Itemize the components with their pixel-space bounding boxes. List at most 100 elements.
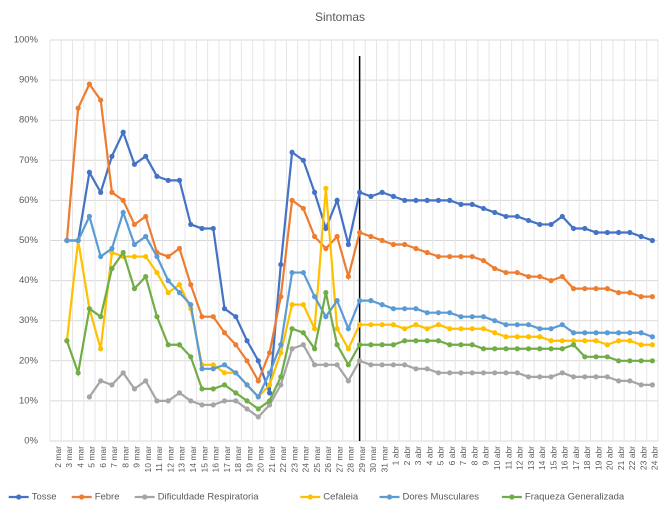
x-tick-label: 8 mar bbox=[120, 446, 130, 468]
point bbox=[199, 386, 205, 392]
point bbox=[176, 282, 183, 288]
point bbox=[368, 362, 374, 368]
point bbox=[255, 358, 261, 364]
x-tick-label: 20 mar bbox=[256, 446, 266, 473]
point bbox=[638, 342, 644, 348]
point bbox=[582, 338, 588, 344]
point bbox=[627, 330, 633, 336]
x-tick-label: 10 mar bbox=[143, 446, 153, 473]
point bbox=[154, 398, 160, 404]
point bbox=[311, 233, 318, 240]
point bbox=[233, 314, 239, 320]
point bbox=[210, 366, 216, 372]
point bbox=[638, 330, 644, 336]
point bbox=[570, 286, 577, 292]
point bbox=[266, 350, 273, 356]
x-tick-label: 13 mar bbox=[177, 446, 187, 473]
point bbox=[165, 342, 171, 348]
legend-marker bbox=[307, 494, 313, 500]
point bbox=[649, 382, 655, 388]
point bbox=[255, 414, 261, 420]
point bbox=[570, 374, 577, 380]
point bbox=[188, 302, 194, 308]
point bbox=[638, 382, 644, 388]
point bbox=[615, 358, 622, 364]
point bbox=[334, 362, 340, 368]
point bbox=[582, 225, 588, 232]
point bbox=[525, 322, 532, 328]
point bbox=[143, 233, 149, 240]
point bbox=[537, 374, 543, 380]
point bbox=[480, 314, 487, 320]
point bbox=[390, 241, 397, 248]
point bbox=[402, 241, 408, 248]
point bbox=[278, 342, 284, 348]
x-tick-label: 19 mar bbox=[244, 446, 254, 473]
point bbox=[98, 189, 104, 195]
point bbox=[582, 286, 588, 292]
point bbox=[492, 265, 498, 272]
point bbox=[131, 241, 138, 248]
point bbox=[480, 257, 487, 264]
x-tick-label: 12 abr bbox=[515, 446, 525, 470]
point bbox=[435, 310, 442, 316]
point bbox=[402, 197, 408, 203]
point bbox=[278, 382, 284, 388]
point bbox=[492, 330, 498, 336]
point bbox=[233, 398, 239, 404]
legend-label: Fraqueza Generalizada bbox=[525, 492, 625, 503]
y-tick-label: 100% bbox=[14, 35, 39, 46]
point bbox=[334, 342, 340, 348]
point bbox=[357, 189, 363, 195]
x-tick-label: 9 abr bbox=[481, 446, 491, 466]
point bbox=[311, 189, 318, 195]
x-tick-label: 6 abr bbox=[447, 446, 457, 466]
x-tick-label: 3 abr bbox=[413, 446, 423, 466]
point bbox=[548, 346, 554, 352]
point bbox=[143, 378, 149, 384]
point bbox=[458, 253, 464, 260]
x-tick-label: 21 abr bbox=[616, 446, 626, 470]
point bbox=[604, 342, 610, 348]
x-tick-label: 5 mar bbox=[87, 446, 97, 468]
point bbox=[615, 290, 622, 296]
point bbox=[311, 326, 318, 332]
legend-marker bbox=[386, 494, 393, 500]
point bbox=[98, 97, 104, 103]
point bbox=[311, 346, 318, 352]
point bbox=[514, 370, 520, 376]
point bbox=[357, 229, 363, 236]
point bbox=[525, 346, 532, 352]
point bbox=[345, 241, 351, 248]
point bbox=[492, 346, 498, 352]
x-tick-label: 2 mar bbox=[53, 446, 63, 468]
point bbox=[435, 253, 442, 260]
x-tick-label: 14 abr bbox=[537, 446, 547, 470]
point bbox=[131, 286, 138, 292]
point bbox=[244, 358, 250, 364]
point bbox=[143, 213, 149, 220]
point bbox=[480, 205, 487, 212]
point bbox=[98, 314, 104, 320]
point bbox=[188, 398, 194, 404]
point bbox=[221, 330, 228, 336]
point bbox=[188, 282, 194, 288]
legend-marker bbox=[142, 494, 148, 500]
point bbox=[244, 398, 250, 404]
point bbox=[165, 278, 171, 284]
point bbox=[503, 322, 509, 328]
point bbox=[638, 233, 644, 240]
x-tick-label: 11 mar bbox=[154, 446, 164, 472]
point bbox=[300, 157, 306, 163]
point bbox=[199, 402, 205, 408]
point bbox=[525, 334, 532, 340]
point bbox=[120, 209, 126, 216]
point bbox=[64, 237, 70, 244]
y-tick-label: 90% bbox=[19, 75, 39, 86]
point bbox=[480, 346, 487, 352]
point bbox=[300, 205, 306, 212]
point bbox=[165, 177, 171, 183]
point bbox=[109, 382, 115, 388]
point bbox=[300, 342, 306, 348]
